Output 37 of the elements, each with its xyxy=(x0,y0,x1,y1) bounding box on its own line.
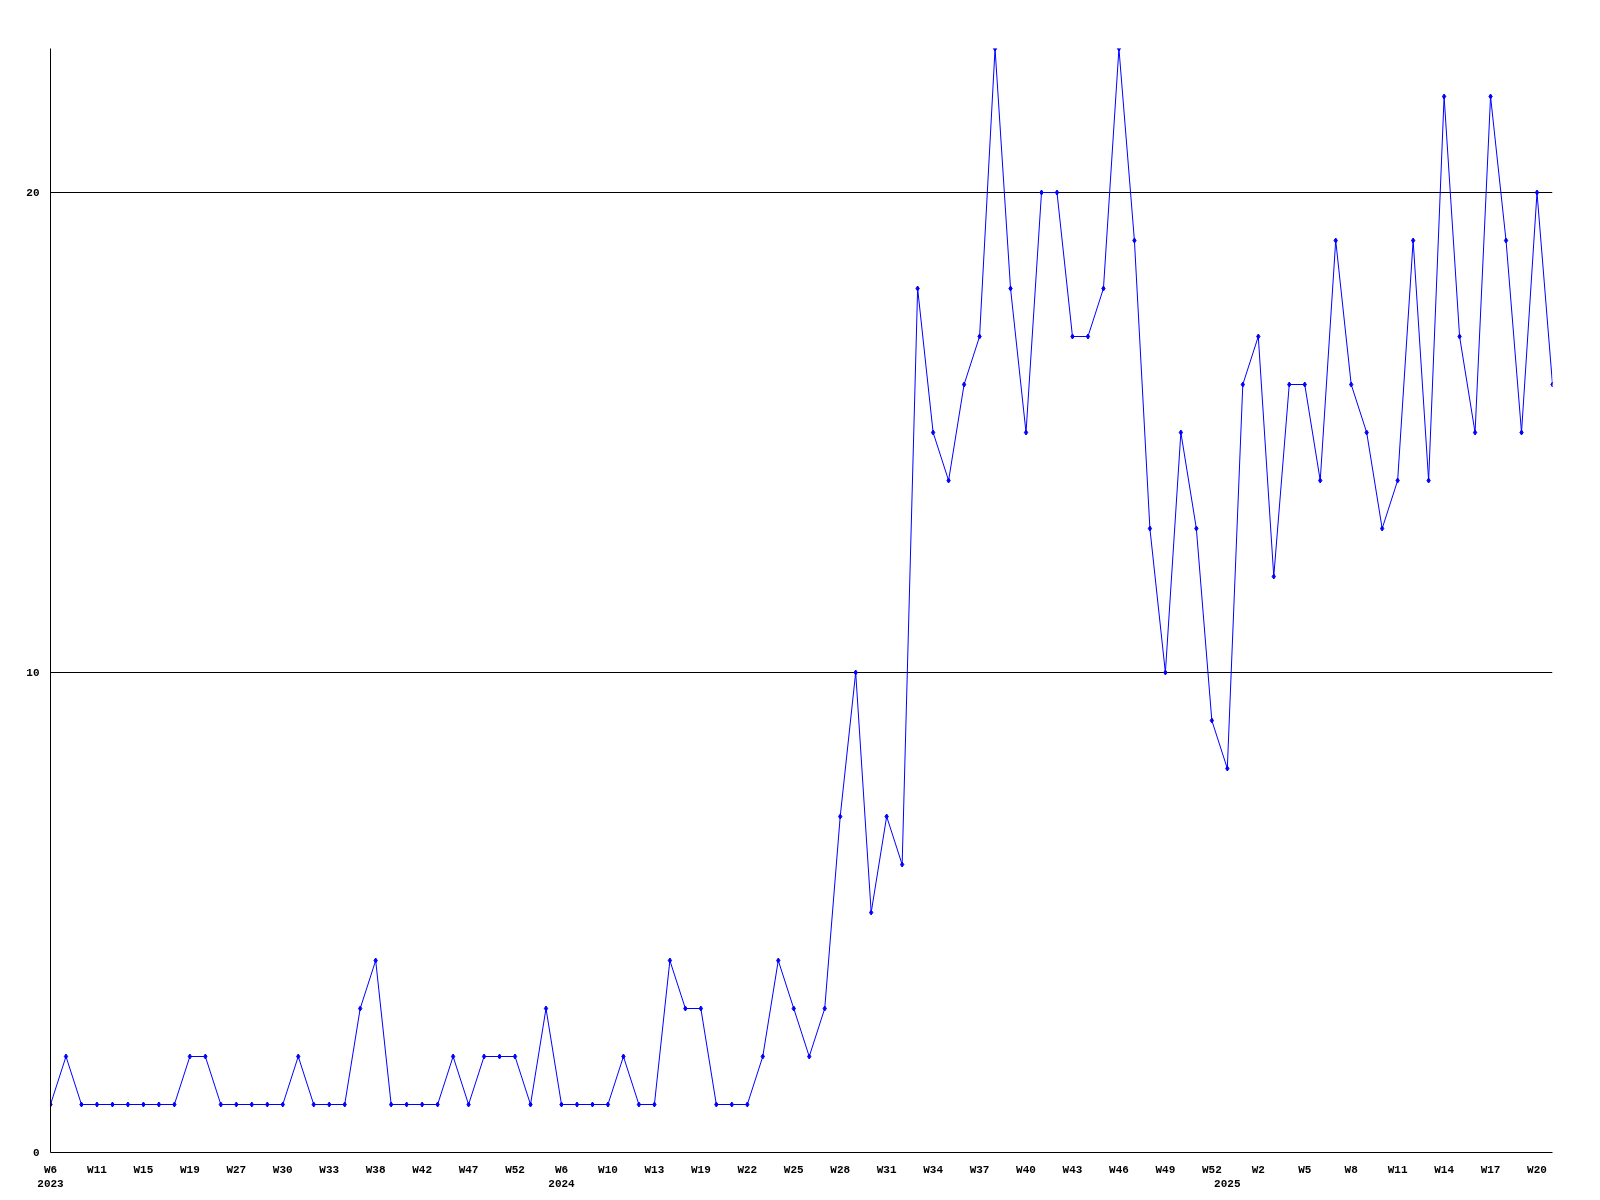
x-tick-label: W6 2023 xyxy=(37,1163,65,1190)
x-tick-label: W17 xyxy=(1480,1163,1501,1176)
x-tick-label: W15 xyxy=(133,1163,154,1176)
x-tick-label: W10 xyxy=(598,1163,618,1176)
y-tick-label: 10 xyxy=(26,667,40,679)
x-tick-label: W25 xyxy=(783,1163,805,1176)
x-tick-label: W19 xyxy=(690,1163,711,1176)
x-tick-label: W37 xyxy=(969,1163,990,1176)
x-tick-label: W33 xyxy=(319,1163,340,1176)
x-tick-label: W49 xyxy=(1155,1163,1176,1176)
x-tick-label: W43 xyxy=(1062,1163,1083,1176)
x-tick-label: W6 2024 xyxy=(548,1163,576,1190)
x-tick-label: W28 xyxy=(830,1163,851,1176)
x-tick-label: W13 xyxy=(644,1163,665,1176)
x-tick-label: W11 xyxy=(1387,1163,1408,1176)
x-tick-label: W46 xyxy=(1109,1163,1129,1176)
x-tick-label: W22 xyxy=(737,1163,758,1176)
x-tick-label: W11 xyxy=(87,1163,108,1176)
x-tick-label: W19 xyxy=(179,1163,200,1176)
x-tick-label: W34 xyxy=(923,1163,944,1176)
x-tick-label: W14 xyxy=(1434,1163,1455,1176)
x-tick-label: W52 xyxy=(1201,1163,1222,1176)
x-tick-label: W40 xyxy=(1016,1163,1036,1176)
x-tick-label: W42 xyxy=(412,1163,433,1176)
x-tick-label: W5 xyxy=(1298,1163,1312,1176)
x-tick-label: W2 xyxy=(1251,1163,1265,1176)
x-tick-label: W20 xyxy=(1527,1163,1547,1176)
x-tick-label: W8 xyxy=(1344,1163,1359,1176)
x-tick-label: W52 xyxy=(505,1163,525,1176)
y-tick-label: 20 xyxy=(26,187,40,199)
x-tick-label: W30 xyxy=(272,1163,293,1176)
x-tick-label: 2025 xyxy=(1214,1177,1241,1190)
y-tick-label: 0 xyxy=(32,1147,40,1159)
x-tick-label: W27 xyxy=(226,1163,247,1176)
x-tick-label: W38 xyxy=(365,1163,386,1176)
x-tick-label: W47 xyxy=(458,1163,479,1176)
x-tick-label: W31 xyxy=(876,1163,897,1176)
